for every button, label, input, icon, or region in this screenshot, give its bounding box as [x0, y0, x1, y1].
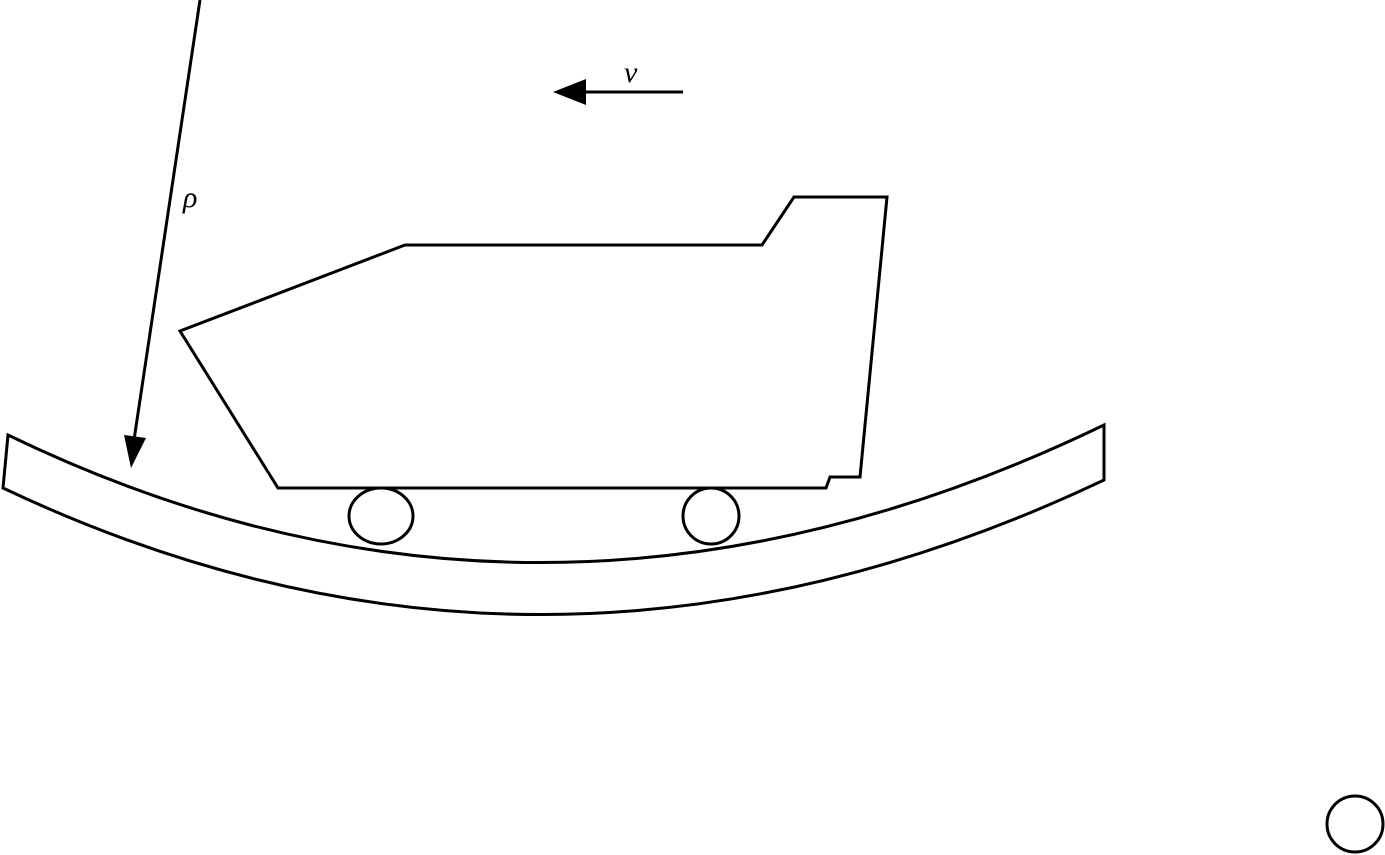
radius-arrow-head — [124, 435, 146, 468]
radius-label: ρ — [182, 181, 197, 214]
radius-arrow — [124, 0, 202, 468]
corner-circle — [1325, 794, 1385, 854]
velocity-label: v — [624, 56, 638, 89]
velocity-arrow-head — [553, 79, 586, 105]
front-wheel — [347, 486, 415, 546]
radius-arrow-shaft — [132, 0, 202, 441]
curved-track — [1, 422, 1106, 617]
velocity-arrow — [553, 79, 683, 105]
vehicle-body — [177, 195, 889, 490]
rear-wheel — [681, 486, 741, 546]
